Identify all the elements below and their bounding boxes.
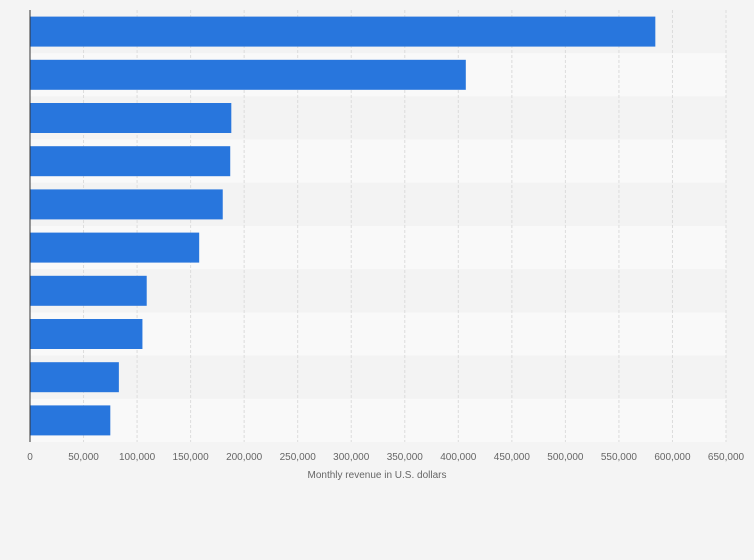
bar [30, 232, 200, 263]
x-tick-label: 200,000 [226, 452, 263, 463]
x-tick-label: 150,000 [173, 452, 210, 463]
bars [30, 16, 656, 436]
x-tick-label: 50,000 [68, 452, 99, 463]
bar [30, 146, 231, 177]
x-axis-ticks: 0 50,000 100,000 150,000 200,000 250,000 300,0… [27, 452, 744, 463]
x-tick-label: 350,000 [387, 452, 424, 463]
row-band [30, 355, 726, 399]
bar [30, 103, 232, 133]
row-band [30, 312, 726, 356]
x-tick-label: 650,000 [708, 452, 745, 463]
bar [30, 405, 111, 436]
x-axis-title: Monthly revenue in U.S. dollars [308, 470, 447, 481]
x-tick-label: 550,000 [601, 452, 638, 463]
bar [30, 59, 466, 90]
bar [30, 16, 656, 47]
bar [30, 319, 143, 349]
bar [30, 275, 147, 306]
x-tick-label: 450,000 [494, 452, 531, 463]
bar [30, 189, 223, 220]
row-band [30, 398, 726, 442]
x-tick-label: 100,000 [119, 452, 156, 463]
x-tick-label: 250,000 [280, 452, 317, 463]
x-tick-label: 0 [27, 452, 33, 463]
x-tick-label: 300,000 [333, 452, 370, 463]
x-tick-label: 400,000 [440, 452, 477, 463]
x-tick-label: 500,000 [547, 452, 584, 463]
bar [30, 362, 119, 393]
x-tick-label: 600,000 [654, 452, 691, 463]
